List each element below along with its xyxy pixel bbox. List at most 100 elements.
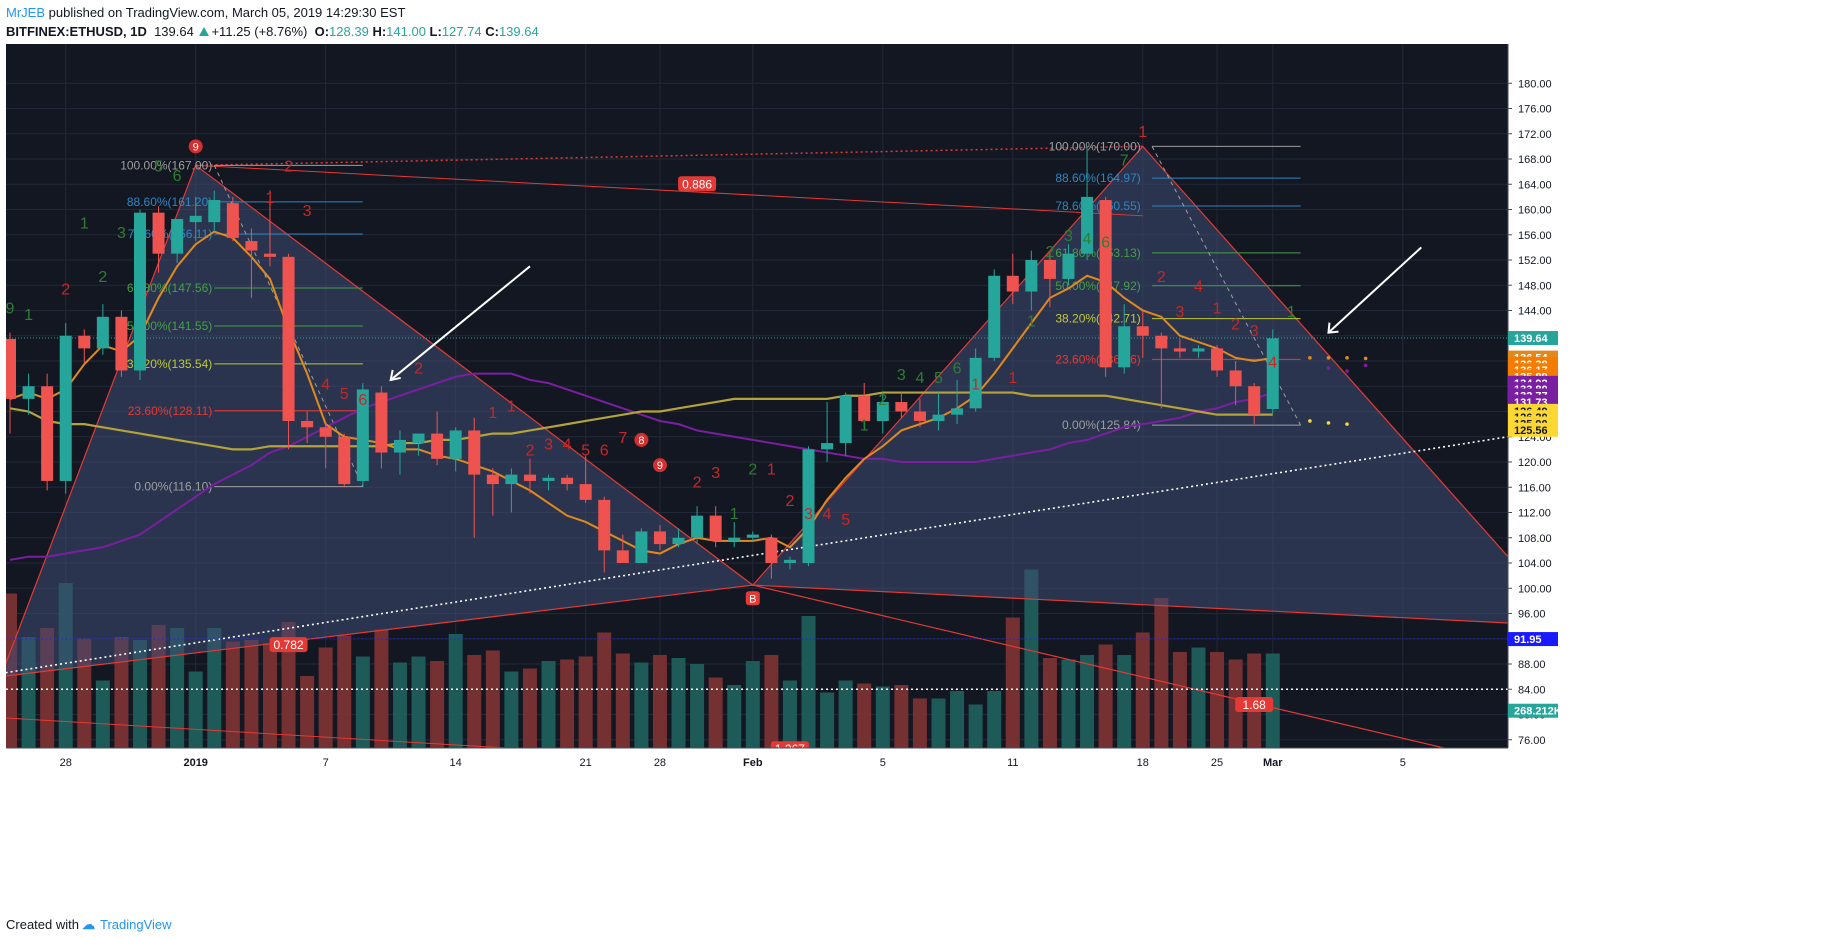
pattern-ratio-label: 1.267 <box>775 742 805 756</box>
price-change: +11.25 (+8.76%) <box>211 24 308 39</box>
arrow-annotation <box>389 369 401 382</box>
td-count-label: 2 <box>785 493 794 510</box>
price-tick-label: 96.00 <box>1518 609 1546 621</box>
price-tick-label: 148.00 <box>1518 280 1552 292</box>
volume-bar <box>634 662 649 748</box>
pattern-ratio-label: 0.886 <box>682 177 712 191</box>
candle-body <box>783 559 796 563</box>
candle-body <box>523 474 536 481</box>
candle-body <box>208 200 221 223</box>
projection-dot <box>1326 421 1331 425</box>
price-tick-label: 172.00 <box>1518 129 1552 141</box>
tradingview-logo-icon[interactable]: ☁ <box>82 917 95 932</box>
candle-body <box>41 386 54 481</box>
harmonic-pattern-right <box>751 145 1508 624</box>
volume-bar <box>1210 652 1225 748</box>
candle-body <box>1211 348 1224 371</box>
candle-body <box>171 218 184 254</box>
volume-bar <box>1080 655 1095 748</box>
td-count-label: 3 <box>1064 228 1073 245</box>
volume-bar <box>1117 655 1132 748</box>
pattern-point-label: B <box>749 593 756 605</box>
time-tick-label: 18 <box>1137 757 1149 769</box>
fib-level-label: 23.60%(128.11) <box>128 404 213 418</box>
price-tick-label: 176.00 <box>1518 104 1552 116</box>
td-count-label: 9 <box>6 301 15 318</box>
candle-body <box>1248 386 1261 415</box>
td-count-label: 4 <box>915 370 924 387</box>
price-tick-label: 104.00 <box>1518 558 1552 570</box>
pattern-edge-line <box>752 584 1447 748</box>
candle-body <box>579 484 592 500</box>
candle-body <box>263 253 276 257</box>
projection-dot <box>1326 366 1331 370</box>
td-count-label: 2 <box>878 392 887 409</box>
fib-level-label: 38.20%(142.71) <box>1055 312 1140 326</box>
candle-body <box>412 433 425 444</box>
candle-body <box>356 389 369 481</box>
projection-dot <box>1308 356 1312 360</box>
td-count-label: 3 <box>1250 323 1259 340</box>
candle-body <box>1155 335 1168 349</box>
pattern-edge-line <box>195 164 1143 217</box>
volume-bar <box>411 656 426 748</box>
price-axis-badge <box>1508 703 1558 718</box>
projection-dot <box>1345 369 1349 373</box>
candle-body <box>746 534 759 538</box>
volume-bar <box>745 661 760 748</box>
volume-bar <box>1135 632 1150 748</box>
volume-bar <box>597 632 612 748</box>
fib-level-label: 0.00%(125.84) <box>1062 418 1141 432</box>
volume-bar <box>931 698 946 748</box>
td-badge <box>188 139 203 154</box>
volume-bar <box>355 656 370 748</box>
candle-body <box>22 386 35 399</box>
time-tick-label: 14 <box>450 757 462 769</box>
time-tick-label: 7 <box>323 757 329 769</box>
candle-body <box>1081 196 1094 254</box>
volume-bar <box>430 661 445 748</box>
candle-body <box>653 531 666 545</box>
candle-body <box>802 449 815 563</box>
low-label: L: <box>429 24 442 39</box>
td-badge-label: 9 <box>193 141 199 153</box>
candle-body <box>1062 253 1075 279</box>
td-count-label: 2 <box>98 269 107 286</box>
price-tick-label: 76.00 <box>1518 735 1546 747</box>
author-link[interactable]: MrJEB <box>6 5 45 20</box>
volume-bar <box>1061 659 1076 748</box>
volume-bar <box>1005 617 1020 748</box>
projection-dot <box>1345 356 1349 360</box>
candle-body <box>913 411 926 421</box>
publish-line: MrJEB published on TradingView.com, Marc… <box>6 5 405 20</box>
candle-body <box>1136 326 1149 336</box>
tradingview-brand[interactable]: TradingView <box>100 917 172 932</box>
td-count-label: 5 <box>841 512 850 529</box>
volume-bar <box>820 692 835 748</box>
volume-bar <box>782 680 797 748</box>
fib-level-label: 78.60%(160.55) <box>1055 199 1140 213</box>
fib-level-label: 100.00%(170.00) <box>1049 139 1141 153</box>
volume-bar <box>337 635 352 748</box>
candle-body <box>951 408 964 415</box>
volume-bar <box>1154 598 1169 748</box>
candle-body <box>393 439 406 453</box>
projection-dot <box>1345 422 1349 426</box>
volume-bar <box>1024 569 1039 748</box>
volume-bar <box>857 683 872 748</box>
candle-body <box>858 395 871 421</box>
plot-area: 100.00%(167.00) 88.60%(161.20) 78.60%(156.… <box>6 44 1508 756</box>
candle-body <box>1099 200 1112 368</box>
price-chart[interactable]: 100.00%(167.00) 88.60%(161.20) 78.60%(156.… <box>0 44 1828 912</box>
td-count-label: 1 <box>1008 370 1017 387</box>
volume-bar <box>281 622 296 748</box>
time-tick-label: Feb <box>743 757 763 769</box>
arrow-annotation <box>390 265 531 381</box>
td-count-label: 1 <box>488 405 497 422</box>
chart-header: MrJEB published on TradingView.com, Marc… <box>0 0 1828 44</box>
fib-level-label: 88.60%(161.20) <box>127 195 212 209</box>
candle-body <box>616 550 629 563</box>
td-badge <box>634 432 649 447</box>
candle-body <box>189 215 202 223</box>
candle-body <box>301 420 314 428</box>
